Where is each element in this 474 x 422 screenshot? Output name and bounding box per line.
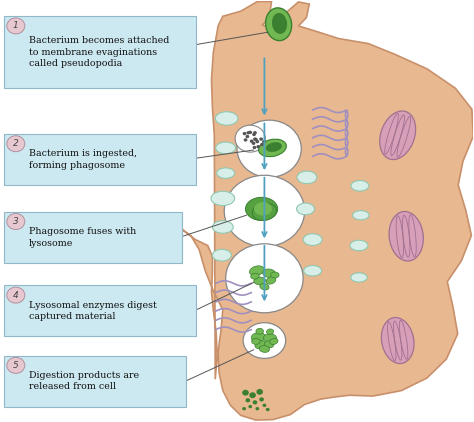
Circle shape [7, 357, 25, 373]
Ellipse shape [271, 272, 279, 278]
Ellipse shape [258, 139, 286, 157]
FancyBboxPatch shape [4, 212, 182, 263]
Ellipse shape [256, 328, 264, 334]
Ellipse shape [212, 249, 231, 261]
Ellipse shape [212, 221, 233, 233]
Circle shape [254, 138, 258, 141]
Circle shape [255, 407, 259, 410]
Ellipse shape [265, 8, 292, 41]
Ellipse shape [264, 341, 274, 348]
Ellipse shape [382, 317, 414, 363]
Ellipse shape [211, 191, 235, 206]
Ellipse shape [380, 111, 416, 160]
Ellipse shape [351, 273, 367, 282]
Ellipse shape [216, 142, 236, 154]
Circle shape [7, 136, 25, 151]
Circle shape [262, 140, 266, 143]
Circle shape [252, 133, 256, 136]
Polygon shape [177, 2, 474, 420]
Circle shape [255, 140, 259, 143]
Circle shape [246, 398, 250, 403]
Ellipse shape [350, 240, 368, 251]
FancyBboxPatch shape [4, 134, 196, 185]
Circle shape [7, 287, 25, 303]
Ellipse shape [263, 269, 276, 278]
Ellipse shape [297, 171, 317, 184]
Circle shape [246, 135, 249, 138]
Circle shape [266, 408, 270, 411]
Circle shape [250, 140, 254, 143]
Ellipse shape [270, 338, 278, 344]
Circle shape [259, 398, 264, 402]
Ellipse shape [266, 277, 276, 284]
Text: 3: 3 [13, 217, 18, 226]
Circle shape [242, 407, 246, 410]
Circle shape [248, 405, 252, 408]
Ellipse shape [255, 341, 266, 349]
Circle shape [224, 175, 305, 247]
Text: 2: 2 [13, 139, 18, 148]
Circle shape [252, 142, 255, 145]
Ellipse shape [215, 112, 238, 125]
Ellipse shape [243, 323, 286, 358]
Ellipse shape [246, 197, 278, 220]
Text: Phagosome fuses with
lysosome: Phagosome fuses with lysosome [29, 227, 137, 248]
Text: Lysosomal enzymes digest
captured material: Lysosomal enzymes digest captured materi… [29, 300, 157, 321]
Circle shape [253, 146, 256, 149]
Ellipse shape [217, 168, 235, 179]
Ellipse shape [304, 265, 321, 276]
Circle shape [243, 132, 246, 135]
Ellipse shape [266, 142, 282, 152]
Circle shape [235, 125, 265, 152]
FancyBboxPatch shape [4, 356, 186, 406]
Ellipse shape [272, 13, 287, 34]
Circle shape [253, 400, 257, 404]
Circle shape [248, 131, 252, 134]
Text: Digestion products are
released from cell: Digestion products are released from cel… [29, 371, 139, 391]
Circle shape [246, 131, 250, 135]
Circle shape [7, 214, 25, 230]
Ellipse shape [259, 346, 270, 352]
FancyBboxPatch shape [4, 285, 196, 336]
Circle shape [242, 390, 249, 396]
Text: Bacterium becomes attached
to membrane evaginations
called pseudopodia: Bacterium becomes attached to membrane e… [29, 36, 169, 68]
Circle shape [249, 392, 256, 398]
Circle shape [260, 143, 264, 146]
Text: 4: 4 [13, 291, 18, 300]
Circle shape [253, 138, 257, 141]
Ellipse shape [260, 284, 269, 290]
Ellipse shape [264, 334, 277, 342]
Text: 1: 1 [13, 22, 18, 30]
Circle shape [244, 138, 247, 142]
Ellipse shape [251, 333, 265, 342]
Ellipse shape [351, 181, 369, 191]
Circle shape [256, 145, 260, 148]
Ellipse shape [266, 329, 273, 335]
Circle shape [256, 389, 263, 395]
Circle shape [226, 244, 303, 313]
Ellipse shape [297, 203, 315, 215]
Ellipse shape [254, 277, 265, 284]
Ellipse shape [251, 273, 259, 279]
Ellipse shape [389, 211, 423, 261]
FancyBboxPatch shape [4, 16, 196, 88]
Ellipse shape [353, 211, 369, 220]
Ellipse shape [254, 202, 272, 216]
Ellipse shape [249, 266, 264, 276]
Text: 5: 5 [13, 361, 18, 370]
Circle shape [237, 120, 301, 177]
Circle shape [7, 18, 25, 34]
Ellipse shape [303, 234, 322, 246]
Circle shape [259, 138, 263, 141]
Circle shape [263, 403, 266, 407]
Ellipse shape [252, 203, 276, 220]
Text: Bacterium is ingested,
forming phagosome: Bacterium is ingested, forming phagosome [29, 149, 137, 170]
Ellipse shape [252, 338, 260, 344]
Circle shape [253, 131, 257, 135]
